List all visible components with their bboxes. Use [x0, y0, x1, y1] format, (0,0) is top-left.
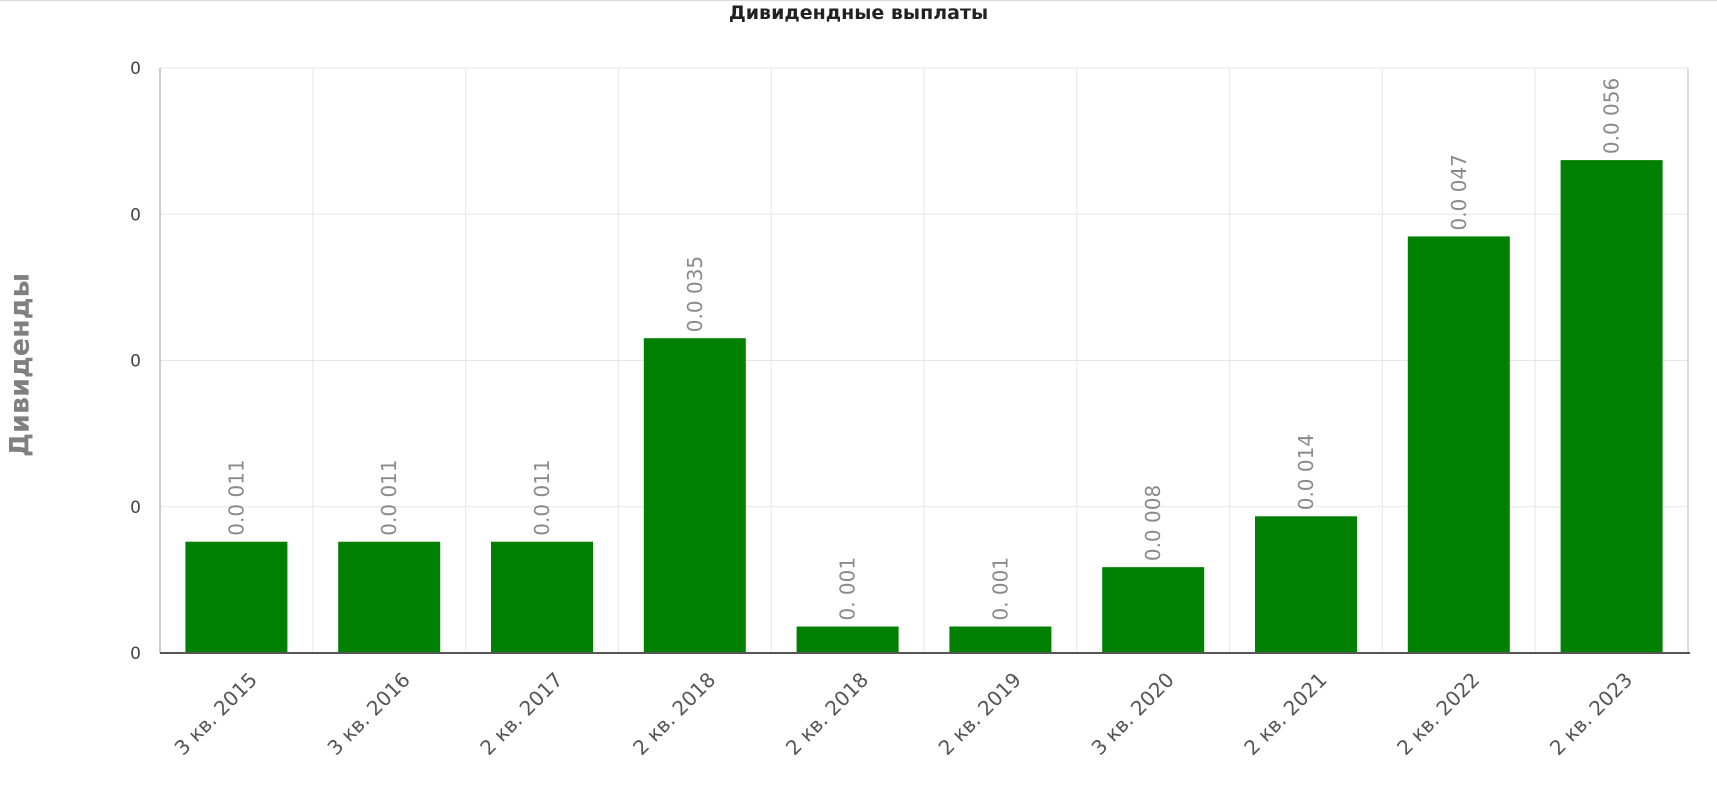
x-tick-label: 2 кв. 2021 — [1239, 668, 1331, 760]
data-label: 0.0 008 — [1141, 485, 1165, 561]
x-tick-label: 3 кв. 2020 — [1086, 668, 1178, 760]
data-label: 0.0 011 — [224, 459, 248, 535]
y-tick-label: 0 — [130, 352, 141, 372]
bar[interactable] — [338, 541, 441, 653]
x-tick-label: 2 кв. 2022 — [1392, 668, 1484, 760]
y-ticks: 0 0 0 0 0 — [130, 59, 141, 664]
data-label: 0.0 047 — [1447, 154, 1471, 230]
data-label: 0. 001 — [988, 557, 1012, 621]
bar[interactable] — [796, 626, 899, 653]
bar[interactable] — [185, 541, 288, 653]
data-label: 0.0 011 — [530, 459, 554, 535]
data-label: 0.0 011 — [377, 459, 401, 535]
x-tick-label: 2 кв. 2018 — [628, 668, 720, 760]
x-tick-label: 3 кв. 2016 — [322, 668, 414, 760]
y-tick-label: 0 — [130, 498, 141, 518]
y-tick-label: 0 — [130, 205, 141, 225]
x-tick-label: 2 кв. 2019 — [934, 668, 1026, 760]
category-labels: 3 кв. 2015 3 кв. 2016 2 кв. 2017 2 кв. 2018… — [170, 668, 1638, 760]
data-label: 0.0 056 — [1600, 78, 1624, 154]
data-labels: 0.0 011 0.0 011 0.0 011 0.0 035 0. 001 0. 001… — [224, 78, 1623, 621]
top-border — [0, 0, 1717, 1]
data-label: 0. 001 — [836, 557, 860, 621]
bar[interactable] — [1407, 236, 1510, 653]
bar[interactable] — [491, 541, 593, 653]
x-tick-label: 2 кв. 2023 — [1545, 668, 1637, 760]
bar[interactable] — [1560, 160, 1663, 653]
x-tick-label: 2 кв. 2018 — [781, 668, 873, 760]
bar[interactable] — [643, 338, 746, 653]
y-tick-label: 0 — [130, 59, 141, 79]
data-label: 0.0 014 — [1294, 434, 1318, 510]
y-tick-label: 0 — [130, 644, 141, 664]
bar[interactable] — [1102, 567, 1205, 653]
bar[interactable] — [1255, 516, 1357, 653]
bars — [160, 160, 1690, 654]
chart-title: Дивидендные выплаты — [728, 2, 989, 24]
x-tick-label: 3 кв. 2015 — [170, 668, 262, 760]
data-label: 0.0 035 — [683, 256, 707, 332]
bar[interactable] — [949, 626, 1052, 653]
x-tick-label: 2 кв. 2017 — [475, 668, 567, 760]
